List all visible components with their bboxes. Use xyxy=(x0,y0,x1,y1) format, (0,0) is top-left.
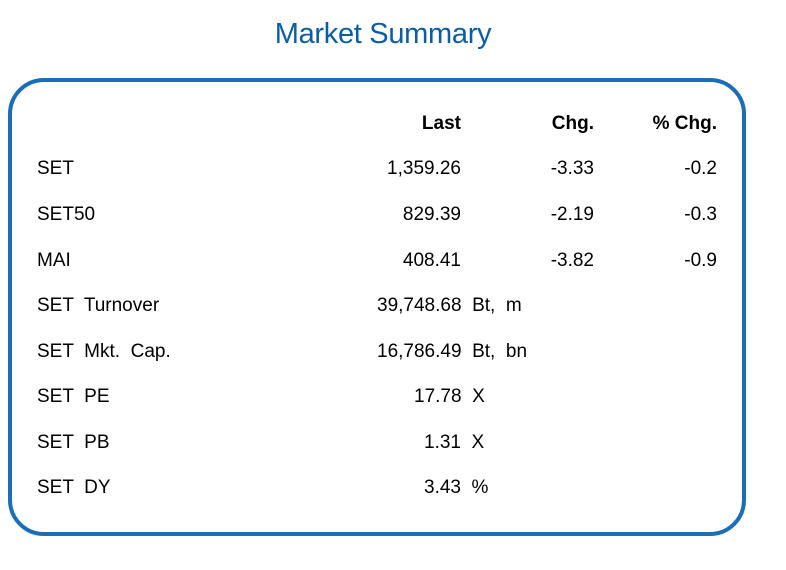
row-chg-set: -3.33 xyxy=(550,158,594,179)
stat-value-pe: 17.78 X xyxy=(414,386,485,407)
market-summary-panel xyxy=(8,78,746,536)
row-label-set: SET xyxy=(37,158,74,179)
stat-label-dy: SET DY xyxy=(37,477,111,498)
stat-value-dy: 3.43 % xyxy=(424,477,489,498)
row-chg-mai: -3.82 xyxy=(550,250,594,271)
column-header-last: Last xyxy=(421,113,461,134)
row-pct-set50: -0.3 xyxy=(684,204,717,225)
column-header-pct-chg: % Chg. xyxy=(652,113,717,134)
stat-label-turnover: SET Turnover xyxy=(37,295,160,316)
stat-label-pb: SET PB xyxy=(37,432,110,453)
stat-label-pe: SET PE xyxy=(37,386,110,407)
row-label-mai: MAI xyxy=(37,250,71,271)
row-last-set: 1,359.26 xyxy=(387,158,461,179)
row-last-set50: 829.39 xyxy=(402,204,461,225)
column-header-chg: Chg. xyxy=(551,113,594,134)
row-chg-set50: -2.19 xyxy=(550,204,594,225)
row-label-set50: SET50 xyxy=(37,204,96,225)
row-pct-mai: -0.9 xyxy=(684,250,717,271)
row-last-mai: 408.41 xyxy=(402,250,461,271)
stat-value-turnover: 39,748.68 Bt, m xyxy=(377,295,522,316)
row-pct-set: -0.2 xyxy=(684,158,717,179)
stat-label-mkt-cap: SET Mkt. Cap. xyxy=(37,341,171,362)
page-title: Market Summary xyxy=(274,18,492,50)
stat-value-mkt-cap: 16,786.49 Bt, bn xyxy=(377,341,528,362)
stat-value-pb: 1.31 X xyxy=(424,432,485,453)
